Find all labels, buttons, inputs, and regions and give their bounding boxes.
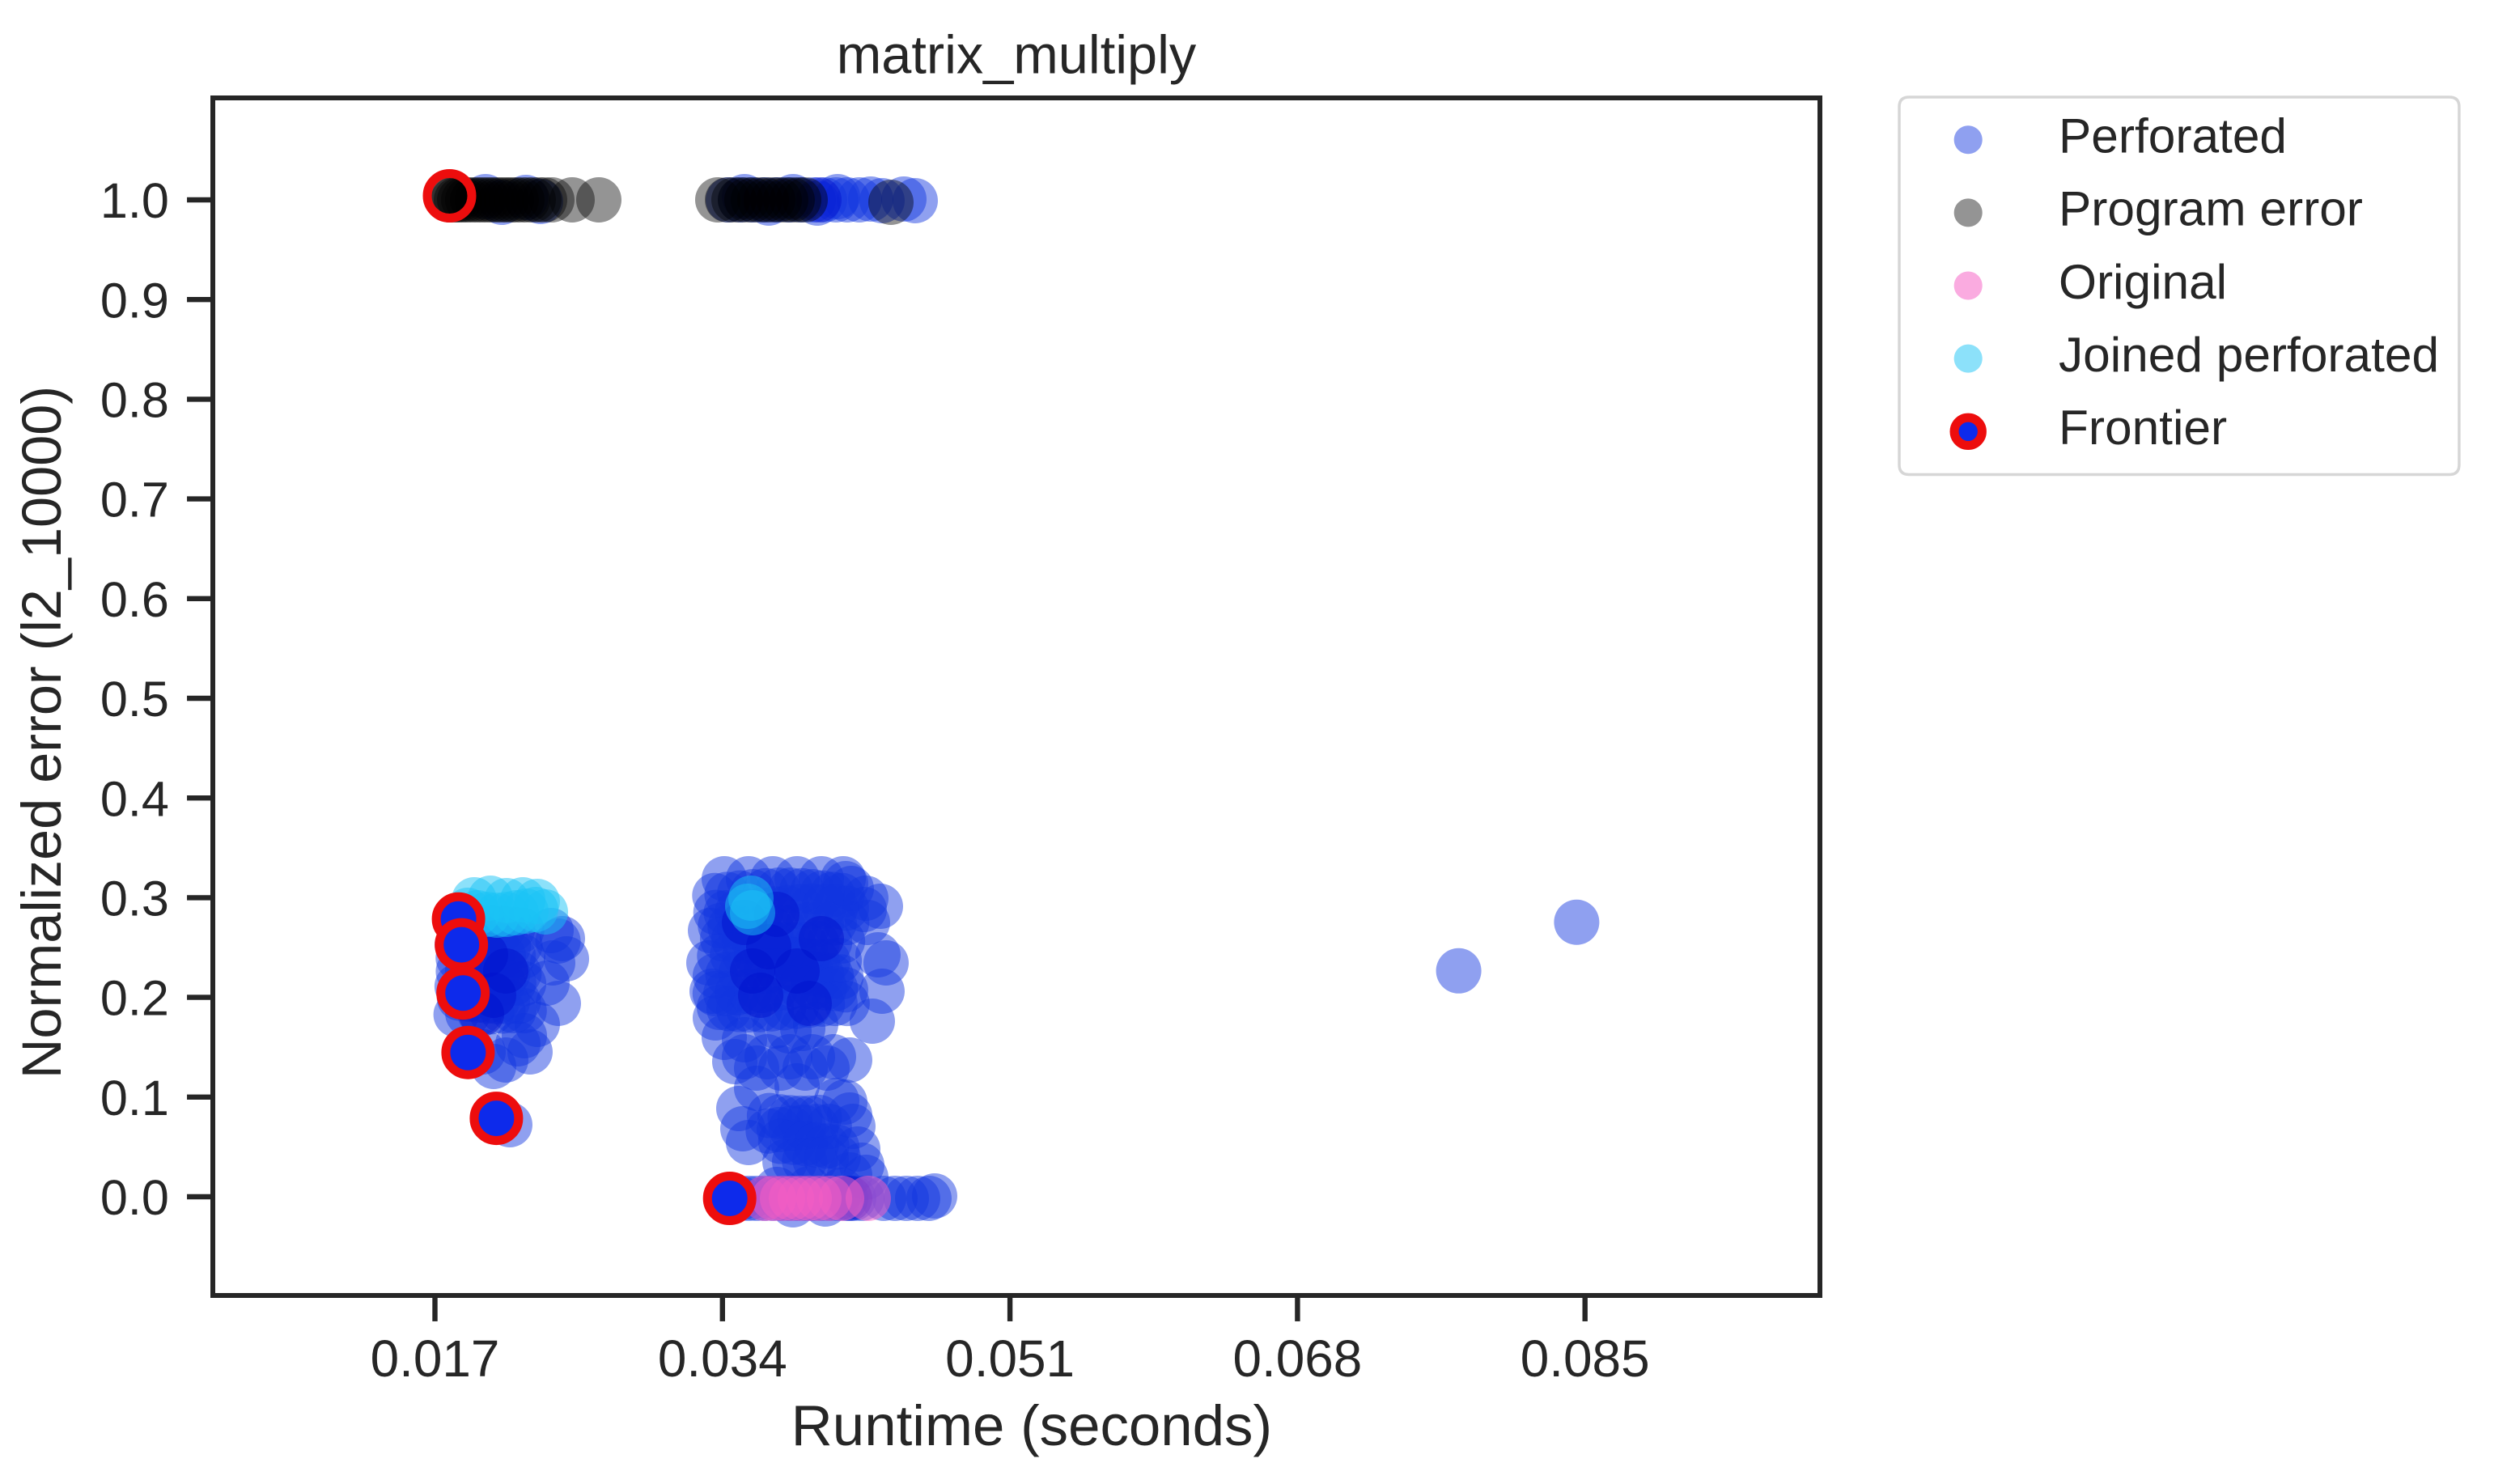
svg-text:matrix_multiply: matrix_multiply [837, 25, 1197, 85]
svg-text:0.068: 0.068 [1232, 1329, 1362, 1388]
svg-text:0.017: 0.017 [371, 1329, 500, 1388]
svg-text:0.9: 0.9 [100, 273, 169, 328]
svg-text:0.051: 0.051 [945, 1329, 1075, 1388]
svg-text:0.4: 0.4 [100, 771, 169, 826]
svg-text:Joined perforated: Joined perforated [2059, 327, 2439, 382]
svg-text:Perforated: Perforated [2059, 108, 2287, 163]
svg-text:0.3: 0.3 [100, 871, 169, 926]
svg-text:0.6: 0.6 [100, 572, 169, 627]
svg-text:Frontier: Frontier [2059, 400, 2227, 455]
svg-text:Normalized error (l2_10000): Normalized error (l2_10000) [11, 386, 73, 1079]
svg-text:0.5: 0.5 [100, 672, 169, 727]
svg-text:0.1: 0.1 [100, 1071, 169, 1126]
svg-text:Original: Original [2059, 254, 2227, 309]
svg-text:0.7: 0.7 [100, 473, 169, 528]
svg-text:0.034: 0.034 [658, 1329, 787, 1388]
svg-text:Program error: Program error [2059, 181, 2363, 236]
svg-text:0.085: 0.085 [1521, 1329, 1650, 1388]
svg-text:0.8: 0.8 [100, 373, 169, 428]
svg-text:0.0: 0.0 [100, 1170, 169, 1225]
svg-text:Runtime (seconds): Runtime (seconds) [791, 1394, 1272, 1458]
svg-text:0.2: 0.2 [100, 971, 169, 1026]
svg-text:1.0: 1.0 [100, 173, 169, 228]
